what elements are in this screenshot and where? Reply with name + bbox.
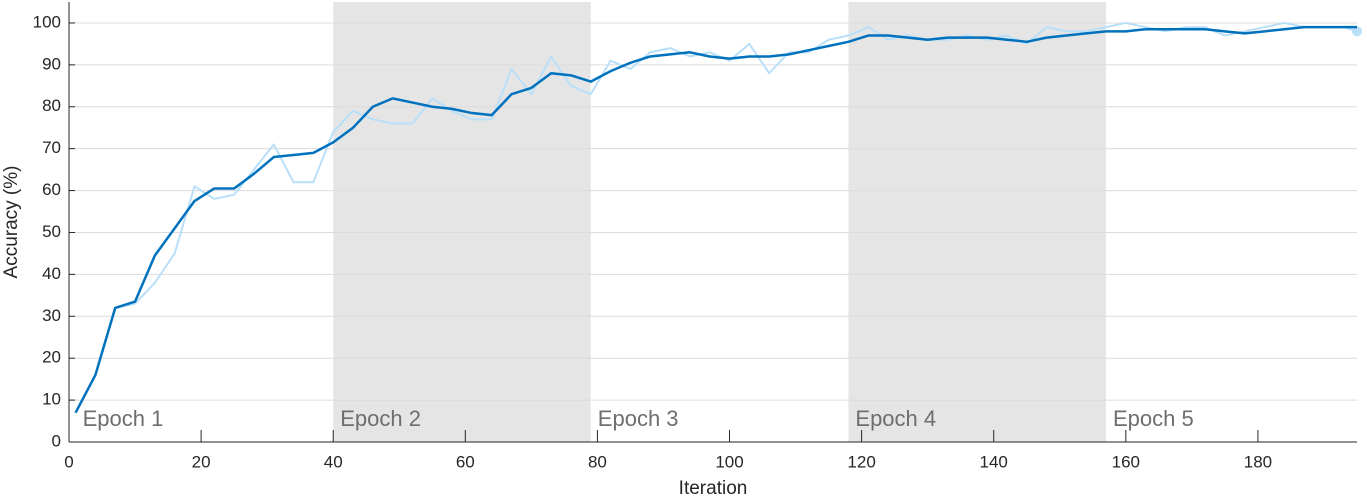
x-tick-label: 180 bbox=[1244, 452, 1272, 471]
y-tick-label: 70 bbox=[42, 138, 61, 157]
y-tick-label: 100 bbox=[33, 12, 61, 31]
y-tick-label: 80 bbox=[42, 96, 61, 115]
y-tick-label: 60 bbox=[42, 180, 61, 199]
series-line bbox=[74, 25, 1357, 414]
epoch-band bbox=[590, 2, 849, 442]
epoch-label: Epoch 2 bbox=[340, 406, 421, 431]
epoch-band bbox=[75, 2, 334, 442]
y-axis-label: Accuracy (%) bbox=[1, 166, 22, 279]
last-point-marker bbox=[1352, 26, 1362, 37]
y-tick-label: 10 bbox=[42, 390, 61, 409]
y-tick-label: 20 bbox=[42, 348, 61, 367]
y-tick-label: 40 bbox=[42, 264, 61, 283]
y-tick-label: 90 bbox=[42, 54, 61, 73]
epoch-band bbox=[333, 2, 591, 442]
x-tick-label: 100 bbox=[715, 452, 743, 471]
epoch-label: Epoch 4 bbox=[855, 406, 936, 431]
y-tick-label: 50 bbox=[42, 222, 61, 241]
epoch-label: Epoch 3 bbox=[598, 406, 679, 431]
x-tick-label: 40 bbox=[324, 452, 343, 471]
x-tick-label: 160 bbox=[1112, 452, 1140, 471]
x-tick-label: 120 bbox=[847, 452, 875, 471]
epoch-label: Epoch 1 bbox=[83, 406, 164, 431]
x-tick-label: 60 bbox=[456, 452, 475, 471]
x-axis-label: Iteration bbox=[679, 478, 748, 499]
epoch-band bbox=[1106, 2, 1357, 442]
x-tick-label: 0 bbox=[64, 452, 73, 471]
epoch-band bbox=[848, 2, 1107, 442]
y-tick-label: 0 bbox=[52, 431, 61, 450]
x-tick-label: 80 bbox=[588, 452, 607, 471]
epoch-label: Epoch 5 bbox=[1113, 406, 1194, 431]
x-tick-label: 140 bbox=[980, 452, 1008, 471]
y-tick-label: 30 bbox=[42, 306, 61, 325]
x-tick-label: 20 bbox=[192, 452, 211, 471]
